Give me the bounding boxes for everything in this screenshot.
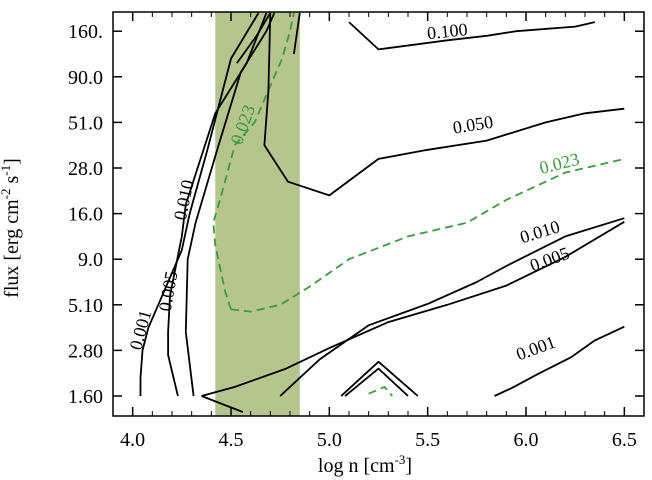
y-tick-label: 9.0 [78, 249, 103, 271]
x-tick-label: 5.0 [317, 429, 342, 451]
contour-line-0_001-1 [494, 325, 625, 397]
contour-line-0_023-0 [212, 12, 295, 310]
plot-frame [112, 11, 645, 417]
y-tick-label: 16.0 [68, 204, 103, 226]
contour-label-group: 0.100 [426, 19, 468, 43]
contour-layer [139, 12, 625, 413]
contour-line-0_100-0 [348, 21, 596, 51]
contour-line-0_001-0 [139, 12, 260, 396]
contour-line-0_050-1 [293, 12, 301, 55]
contour-line-0_010-1 [201, 395, 244, 413]
contour-line-0_010-0 [184, 12, 276, 397]
contour-line-0_050-0 [263, 12, 625, 197]
x-tick-label: 4.0 [120, 429, 145, 451]
x-axis-title: log n [cm-3] [318, 452, 412, 477]
y-tick-label: 5.10 [68, 295, 103, 317]
y-tick-label: 2.80 [68, 340, 103, 362]
y-tick-label: 28.0 [68, 158, 103, 180]
contour-line-0_005-0 [167, 12, 268, 397]
contour-line-0_010-2 [201, 221, 625, 397]
shaded-band-layer [215, 12, 300, 416]
contour-label-layer: 0.0010.0050.0100.0230.1000.0500.0230.010… [126, 19, 582, 364]
contour-line-unlabeled-1 [344, 367, 409, 397]
contour-label: 0.100 [426, 19, 468, 43]
contour-line-0_023-2 [368, 385, 393, 397]
x-tick-label: 6.0 [514, 429, 539, 451]
shaded-band [215, 12, 300, 416]
x-tick-label: 4.5 [219, 429, 244, 451]
contour-line-0_005-1 [279, 217, 625, 397]
x-tick-label: 6.5 [612, 429, 637, 451]
axis-layer: 4.0 4.5 5.0 5.5 6.0 6.5 1.60 2.80 5.10 9.0 16.0 28.… [68, 12, 645, 451]
contour-line-0_010-3 [236, 12, 272, 64]
y-tick-label: 160. [68, 21, 103, 43]
y-tick-label: 90.0 [68, 67, 103, 89]
contour-line-unlabeled-0 [340, 360, 419, 397]
y-axis-title: flux [erg cm-2 s-1] [0, 158, 23, 298]
y-tick-label: 1.60 [68, 386, 103, 408]
x-tick-label: 5.5 [415, 429, 440, 451]
y-tick-label: 51.0 [68, 112, 103, 134]
